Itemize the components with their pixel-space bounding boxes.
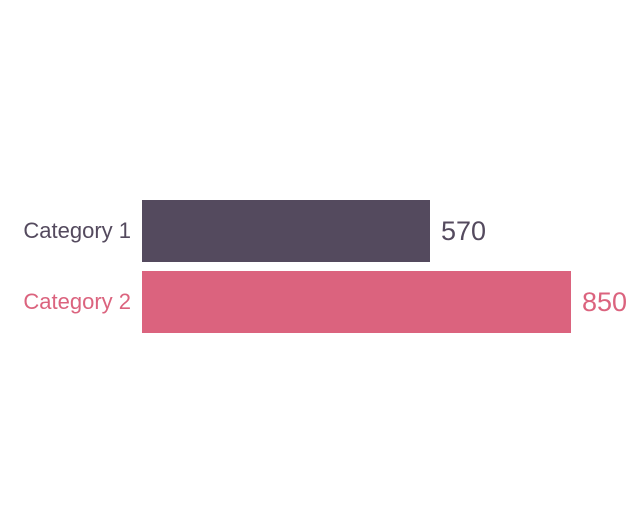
bar-category-2	[142, 271, 571, 333]
value-label-2: 850	[582, 286, 628, 317]
bar-row-category-2: Category 2 850	[0, 271, 640, 333]
bar-row-category-1: Category 1 570	[0, 200, 640, 262]
category-label-2: Category 2	[23, 289, 131, 314]
bar-category-1	[142, 200, 430, 262]
category-label-1: Category 1	[23, 218, 131, 243]
value-label-1: 570	[441, 215, 487, 246]
bar-chart: Category 1 570 Category 2 850	[0, 200, 640, 333]
